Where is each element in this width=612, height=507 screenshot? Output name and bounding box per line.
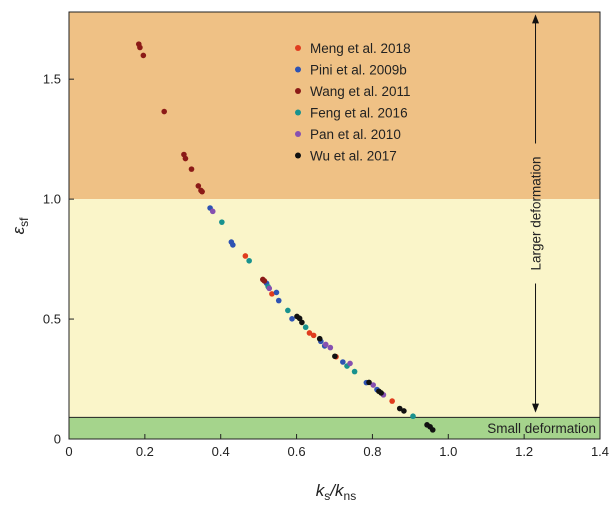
data-point-series-2: [261, 278, 268, 284]
data-point-series-4: [327, 344, 334, 351]
y-tick-label: 0: [54, 432, 61, 447]
small-deformation-label: Small deformation: [487, 421, 596, 436]
data-point-series-2: [195, 183, 202, 189]
data-point-series-1: [275, 297, 282, 304]
data-point-series-0: [389, 398, 395, 404]
y-axis-title: εsf: [9, 217, 31, 234]
y-tick-label: 1.5: [43, 72, 61, 87]
data-point-series-0: [242, 253, 249, 259]
arrow-up-icon: [532, 14, 540, 24]
data-point-series-2: [161, 108, 168, 115]
x-title-sub1: s: [324, 489, 330, 503]
data-point-series-0: [310, 332, 317, 339]
y-tick-label: 1.0: [43, 192, 61, 207]
data-point-series-3: [219, 219, 225, 225]
x-tick-label: 1.0: [439, 444, 457, 459]
plot-frame: [68, 11, 601, 440]
data-point-series-3: [246, 257, 252, 264]
legend-label: Wu et al. 2017: [310, 149, 397, 164]
data-point-series-5: [396, 405, 403, 412]
data-point-series-2: [182, 155, 189, 162]
region-band-1: [69, 199, 600, 418]
region-band-0: [69, 12, 600, 200]
data-point-series-4: [266, 285, 273, 292]
data-point-series-4: [370, 382, 376, 388]
data-point-series-5: [296, 315, 303, 322]
legend-label: Feng et al. 2016: [310, 106, 408, 121]
data-point-series-2: [188, 166, 195, 172]
legend-marker: [295, 152, 301, 159]
data-point-series-3: [351, 368, 358, 375]
legend-label: Pini et al. 2009b: [310, 63, 407, 78]
legend-label: Pan et al. 2010: [310, 127, 401, 142]
legend-marker: [295, 66, 301, 73]
background-regions: [69, 12, 600, 439]
data-point-series-2: [140, 52, 147, 59]
x-title-sub2: ns: [344, 489, 357, 503]
larger-deformation-annotation: Larger deformation: [529, 14, 544, 413]
y-tick-label: 0.5: [43, 312, 61, 327]
data-point-series-5: [401, 408, 407, 414]
legend-marker: [295, 88, 301, 94]
x-axis-ticks: 0 0.2 0.4 0.6 0.8 1.0 1.2 1.4: [65, 434, 609, 459]
data-points: [135, 41, 436, 433]
legend-label: Meng et al. 2018: [310, 41, 411, 56]
data-point-series-0: [306, 330, 313, 336]
arrow-down-icon: [532, 403, 540, 413]
x-axis-title: ks/kns: [316, 481, 356, 503]
x-tick-label: 0.4: [212, 444, 230, 459]
x-tick-label: 1.2: [515, 444, 533, 459]
data-point-series-3: [302, 324, 309, 331]
data-point-series-1: [273, 289, 280, 296]
data-point-series-1: [340, 359, 346, 365]
data-point-series-3: [410, 413, 416, 420]
data-point-series-5: [378, 390, 384, 396]
region-band-2: [69, 417, 600, 439]
y-title-main: ε: [9, 226, 28, 234]
data-point-series-1: [289, 316, 295, 322]
data-point-series-5: [429, 427, 436, 433]
legend-marker: [295, 109, 301, 116]
x-title-sep: /k: [329, 481, 345, 500]
y-title-sub: sf: [17, 217, 31, 227]
data-point-series-3: [285, 307, 291, 314]
data-point-series-5: [299, 319, 305, 326]
data-point-series-5: [366, 379, 372, 386]
x-tick-label: 0.8: [363, 444, 381, 459]
x-tick-label: 1.4: [591, 444, 609, 459]
data-point-series-5: [316, 335, 323, 342]
data-point-series-0: [269, 291, 275, 297]
data-point-series-4: [347, 360, 353, 367]
data-point-series-4: [209, 208, 216, 215]
legend: Meng et al. 2018 Pini et al. 2009b Wang et…: [295, 41, 411, 164]
y-axis-ticks: 0 0.5 1.0 1.5: [43, 72, 74, 447]
legend-marker: [295, 45, 301, 51]
x-tick-label: 0.2: [136, 444, 154, 459]
x-tick-label: 0: [65, 444, 72, 459]
data-point-series-4: [322, 341, 329, 348]
data-point-series-1: [230, 242, 236, 248]
x-title-main: k: [316, 481, 326, 500]
x-tick-label: 0.6: [288, 444, 306, 459]
data-point-series-2: [137, 44, 143, 51]
larger-deformation-label: Larger deformation: [529, 156, 544, 270]
legend-marker: [295, 131, 301, 137]
legend-label: Wang et al. 2011: [310, 84, 411, 99]
data-point-series-2: [199, 188, 205, 195]
data-point-series-5: [332, 353, 338, 360]
